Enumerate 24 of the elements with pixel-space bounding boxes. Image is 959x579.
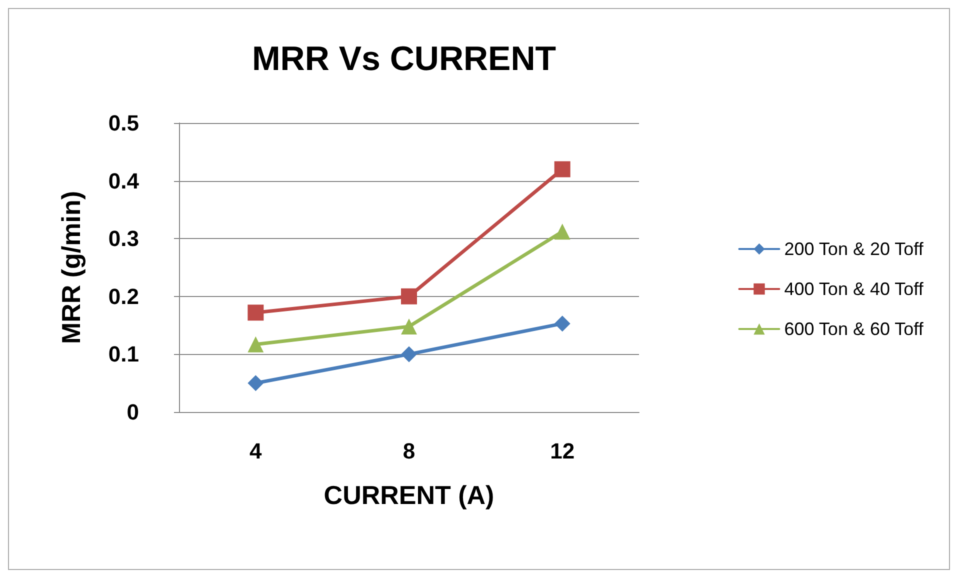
legend-label: 400 Ton & 40 Toff: [784, 279, 924, 299]
legend-label: 200 Ton & 20 Toff: [784, 239, 924, 259]
point: [401, 288, 417, 304]
y-tick-label: 0: [126, 400, 139, 424]
x-tick-label: 4: [250, 438, 263, 464]
legend-label: 600 Ton & 60 Toff: [784, 319, 924, 339]
y-tick-label: 0.4: [108, 168, 140, 194]
y-tick-label: 0.3: [108, 226, 139, 252]
point: [248, 336, 264, 352]
x-tick-label: 8: [402, 438, 416, 464]
point: [401, 346, 417, 362]
point: [248, 304, 264, 321]
point: [554, 161, 570, 178]
point: [248, 375, 264, 392]
point: [554, 224, 570, 240]
x-tick-label: 12: [550, 438, 575, 464]
point: [554, 316, 570, 332]
x-axis-title: CURRENT (A): [324, 480, 494, 510]
y-tick-label: 0.1: [108, 342, 139, 367]
y-tick-label: 0.5: [108, 110, 139, 136]
chart-title: MRR Vs CURRENT: [252, 40, 556, 78]
y-tick-label: 0.2: [108, 284, 139, 309]
point: [401, 318, 417, 334]
y-axis-title: MRR (g/min): [56, 190, 86, 344]
